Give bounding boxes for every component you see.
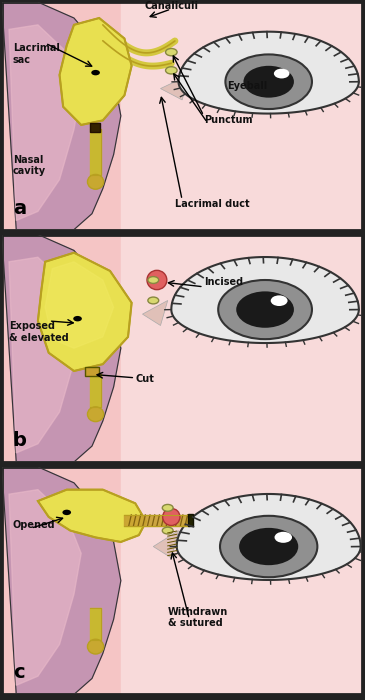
Circle shape (274, 69, 289, 78)
Polygon shape (90, 374, 101, 407)
Text: Punctum: Punctum (204, 115, 252, 125)
Polygon shape (9, 25, 81, 221)
Circle shape (274, 532, 292, 542)
Polygon shape (121, 234, 362, 462)
Text: Canaliculi: Canaliculi (144, 1, 198, 11)
Text: Nasal
cavity: Nasal cavity (13, 155, 46, 176)
Circle shape (226, 55, 312, 109)
Ellipse shape (163, 508, 180, 526)
Text: Incised: Incised (204, 276, 243, 286)
Ellipse shape (147, 270, 167, 290)
Ellipse shape (88, 639, 104, 654)
Text: Withdrawn
& sutured: Withdrawn & sutured (168, 606, 228, 628)
Polygon shape (59, 18, 132, 125)
Circle shape (148, 297, 159, 304)
Circle shape (239, 528, 298, 565)
Polygon shape (121, 2, 362, 230)
Circle shape (73, 316, 82, 321)
Circle shape (166, 48, 177, 56)
Circle shape (236, 291, 294, 328)
Polygon shape (2, 467, 362, 694)
Text: Exposed
& elevated: Exposed & elevated (9, 321, 69, 342)
Text: a: a (13, 199, 26, 218)
Circle shape (91, 70, 100, 76)
Text: Cut: Cut (135, 374, 154, 384)
Circle shape (62, 510, 71, 515)
Polygon shape (142, 300, 168, 326)
Polygon shape (2, 2, 121, 230)
Polygon shape (171, 257, 359, 343)
Bar (85, 367, 99, 375)
Text: Eyeball: Eyeball (227, 80, 267, 90)
Bar (90, 122, 100, 132)
Circle shape (218, 280, 312, 339)
Text: Lacrimal duct: Lacrimal duct (175, 199, 250, 209)
Polygon shape (153, 531, 178, 558)
Text: Opened: Opened (13, 520, 55, 531)
Polygon shape (178, 32, 359, 113)
Polygon shape (2, 234, 362, 462)
Polygon shape (2, 2, 362, 230)
Polygon shape (177, 494, 361, 580)
Text: b: b (13, 431, 27, 450)
Circle shape (148, 276, 159, 284)
Ellipse shape (88, 174, 104, 189)
Polygon shape (2, 467, 121, 694)
Polygon shape (121, 467, 362, 694)
Text: Lacrimal
sac: Lacrimal sac (13, 43, 59, 64)
Circle shape (220, 516, 317, 578)
Circle shape (162, 527, 173, 534)
Text: c: c (13, 664, 24, 682)
Polygon shape (45, 262, 114, 349)
Ellipse shape (88, 407, 104, 421)
Polygon shape (90, 608, 101, 640)
Polygon shape (38, 253, 132, 371)
Circle shape (166, 66, 177, 74)
Circle shape (243, 66, 294, 97)
Polygon shape (38, 490, 146, 542)
Polygon shape (9, 490, 81, 685)
Circle shape (162, 505, 173, 511)
Polygon shape (90, 130, 101, 175)
Polygon shape (161, 75, 189, 100)
Circle shape (271, 295, 288, 306)
Polygon shape (2, 234, 121, 462)
Polygon shape (9, 258, 81, 453)
Bar (188, 514, 193, 526)
